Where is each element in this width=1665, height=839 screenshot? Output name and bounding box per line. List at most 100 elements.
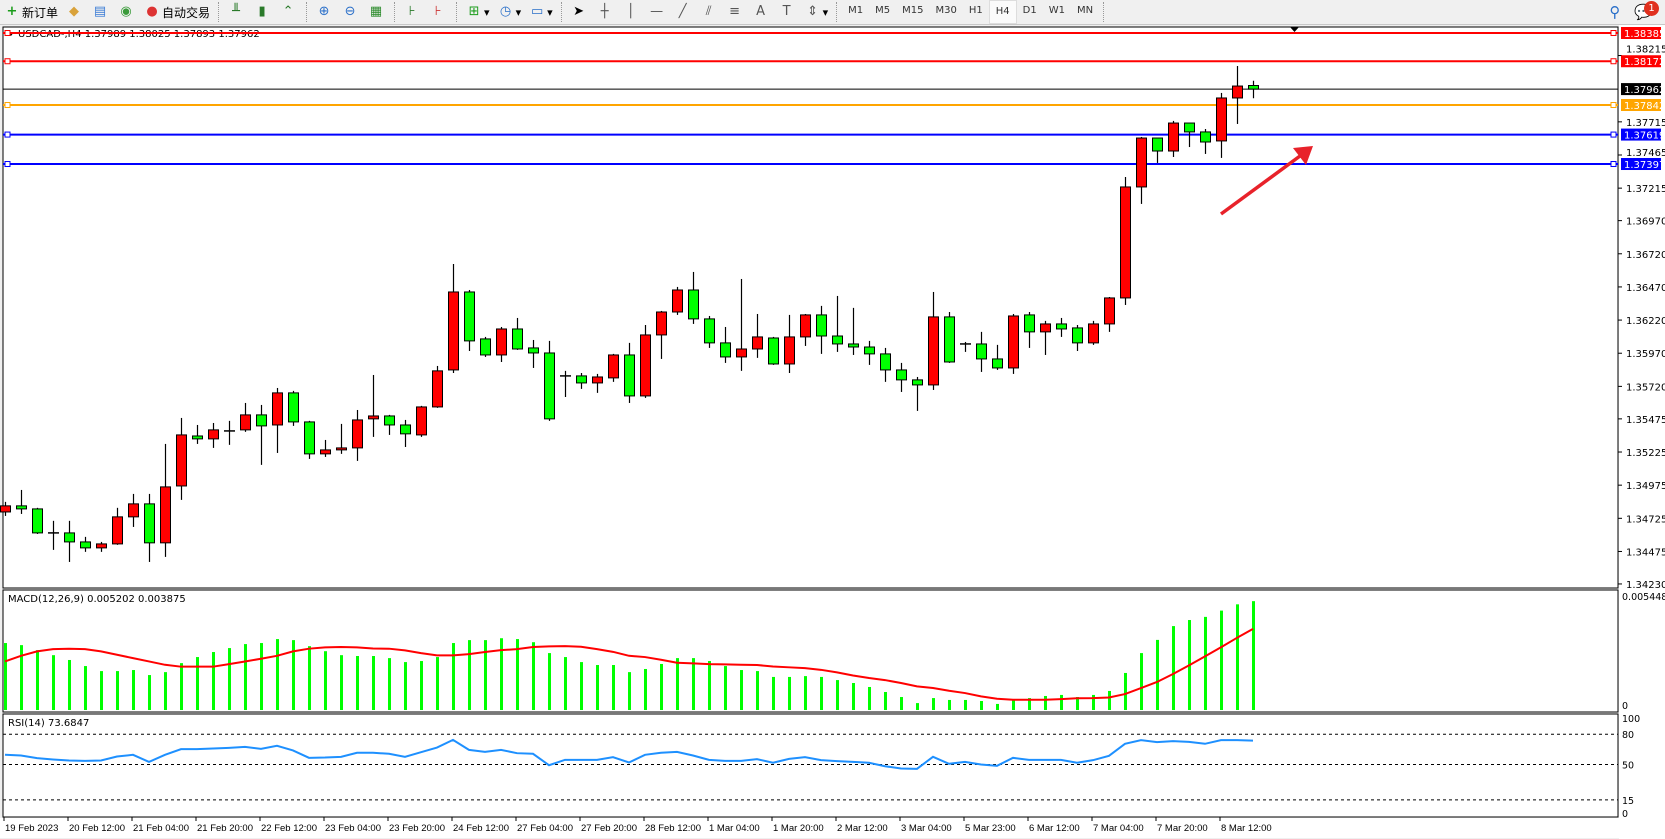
vertical-line-button[interactable]: │ bbox=[620, 1, 644, 23]
candle-body bbox=[320, 449, 331, 455]
signals-button[interactable]: ◉ bbox=[115, 1, 139, 23]
search-icon[interactable]: ⚲ bbox=[1609, 3, 1621, 21]
periods-button[interactable]: ◷ ▾ bbox=[495, 1, 525, 23]
cursor-button[interactable]: ➤ bbox=[568, 1, 592, 23]
horizontal-line-button[interactable]: — bbox=[646, 1, 670, 23]
candle bbox=[1168, 120, 1179, 157]
equidistant-channel-button[interactable]: ⫽ bbox=[698, 1, 722, 23]
candle-body bbox=[192, 435, 203, 440]
notifications-button[interactable]: 💬 1 bbox=[1634, 1, 1659, 21]
crosshair-button[interactable]: ┼ bbox=[594, 1, 618, 23]
macd-histogram-bar bbox=[884, 692, 887, 710]
candle-body bbox=[640, 334, 651, 397]
timeframe-w1[interactable]: W1 bbox=[1048, 5, 1065, 16]
time-label: 22 Feb 12:00 bbox=[261, 823, 317, 834]
trendline-button[interactable]: ╱ bbox=[672, 1, 696, 23]
timeframe-d1[interactable]: D1 bbox=[1022, 5, 1037, 16]
level-handle bbox=[4, 58, 11, 65]
level-handle bbox=[4, 131, 11, 138]
zoom-in-button[interactable]: ⊕ bbox=[313, 1, 337, 23]
auto-trading-button[interactable]: ● 自动交易 bbox=[141, 1, 213, 23]
candle-body bbox=[656, 311, 667, 336]
templates-button[interactable]: ▭ ▾ bbox=[530, 4, 553, 19]
history-center-button[interactable]: ◆ bbox=[63, 1, 87, 23]
text-button[interactable]: A bbox=[750, 1, 774, 23]
timeframe-m1[interactable]: M1 bbox=[848, 5, 864, 16]
timeframe-m30[interactable]: M30 bbox=[935, 5, 957, 16]
candle-body bbox=[368, 415, 379, 420]
fibonacci-button[interactable]: ≡ bbox=[724, 1, 748, 23]
candle-body bbox=[352, 419, 363, 449]
candle bbox=[624, 342, 635, 403]
candle bbox=[1104, 297, 1115, 332]
candlestick-button[interactable]: ▮ bbox=[251, 1, 275, 23]
candle-body bbox=[848, 343, 859, 348]
macd-histogram-bar bbox=[260, 643, 263, 710]
candle bbox=[16, 489, 27, 514]
macd-histogram-bar bbox=[1252, 601, 1255, 710]
candle-body bbox=[144, 503, 155, 544]
chart-window[interactable]: 1.38215 1.37715 1.37465 1.37215 1.36970 1.367… bbox=[0, 25, 1665, 839]
auto-scroll-button[interactable]: ⊦ bbox=[427, 1, 451, 23]
level-handle bbox=[4, 161, 11, 168]
macd-histogram-bar bbox=[724, 666, 727, 710]
timeframe-m15[interactable]: M15 bbox=[902, 5, 924, 16]
time-label: 1 Mar 20:00 bbox=[773, 823, 824, 834]
tile-windows-button[interactable]: ▦ bbox=[365, 1, 389, 23]
candle bbox=[992, 344, 1003, 370]
macd-histogram-bar bbox=[1012, 699, 1015, 710]
timeframe-h4[interactable]: H4 bbox=[988, 0, 1017, 24]
zoom-out-button[interactable]: ⊖ bbox=[339, 1, 363, 23]
macd-histogram-bar bbox=[548, 653, 551, 710]
candle bbox=[496, 326, 507, 362]
price-level-label: 1.38172 bbox=[1624, 57, 1665, 68]
macd-histogram-bar bbox=[212, 652, 215, 710]
candle bbox=[176, 417, 187, 500]
macd-histogram-bar bbox=[52, 655, 55, 710]
text-icon: A bbox=[756, 4, 766, 19]
chart-shift-button[interactable]: ⊦ bbox=[401, 1, 425, 23]
candle bbox=[1200, 129, 1211, 154]
candle-body bbox=[336, 447, 347, 451]
candle-body bbox=[1200, 131, 1211, 143]
level-handle bbox=[4, 30, 11, 36]
timeframe-bar: M1 M5 M15 M30 H1 H4 D1 W1 MN bbox=[842, 0, 1099, 24]
macd-histogram-bar bbox=[900, 697, 903, 710]
arrows-button[interactable]: ⇕ ▾ bbox=[802, 1, 832, 23]
price-tick-label: 1.34475 bbox=[1626, 547, 1665, 558]
candle-body bbox=[64, 532, 75, 543]
toolbar-separator bbox=[560, 2, 563, 22]
indicators-button[interactable]: ⊞ ▾ bbox=[463, 1, 493, 23]
candle-body bbox=[1152, 137, 1163, 152]
candle bbox=[736, 278, 747, 371]
line-chart-button[interactable]: ⌃ bbox=[277, 1, 301, 23]
timeframe-m5[interactable]: M5 bbox=[875, 5, 891, 16]
timeframe-h1[interactable]: H1 bbox=[968, 5, 983, 16]
macd-histogram-bar bbox=[452, 643, 455, 710]
candle-body bbox=[512, 328, 523, 350]
price-level-label: 1.38385 bbox=[1624, 29, 1665, 40]
candle-body bbox=[752, 336, 763, 350]
candle bbox=[464, 289, 475, 351]
market-data-button[interactable]: ▤ bbox=[89, 1, 113, 23]
candle-body bbox=[1040, 323, 1051, 333]
candle-body bbox=[1008, 315, 1019, 369]
text-label-button[interactable]: T bbox=[776, 1, 800, 23]
candle-body bbox=[1184, 122, 1195, 133]
time-label: 3 Mar 04:00 bbox=[901, 823, 952, 834]
timeframe-mn[interactable]: MN bbox=[1076, 5, 1094, 16]
macd-histogram-bar bbox=[20, 645, 23, 710]
new-order-button[interactable]: + 新订单 bbox=[1, 1, 61, 23]
macd-histogram-bar bbox=[756, 671, 759, 710]
candle bbox=[1088, 320, 1099, 345]
macd-histogram-bar bbox=[612, 665, 615, 710]
candle bbox=[1136, 136, 1147, 204]
horizontal-line-icon: — bbox=[650, 4, 664, 19]
candle bbox=[448, 263, 459, 373]
time-label: 24 Feb 12:00 bbox=[453, 823, 509, 834]
candle-body bbox=[1232, 85, 1243, 99]
candle-body bbox=[1248, 85, 1259, 90]
chart-shift-marker-icon bbox=[1290, 27, 1299, 32]
bar-chart-button[interactable]: ╨ bbox=[225, 1, 249, 23]
macd-signal-line bbox=[4, 628, 1254, 701]
